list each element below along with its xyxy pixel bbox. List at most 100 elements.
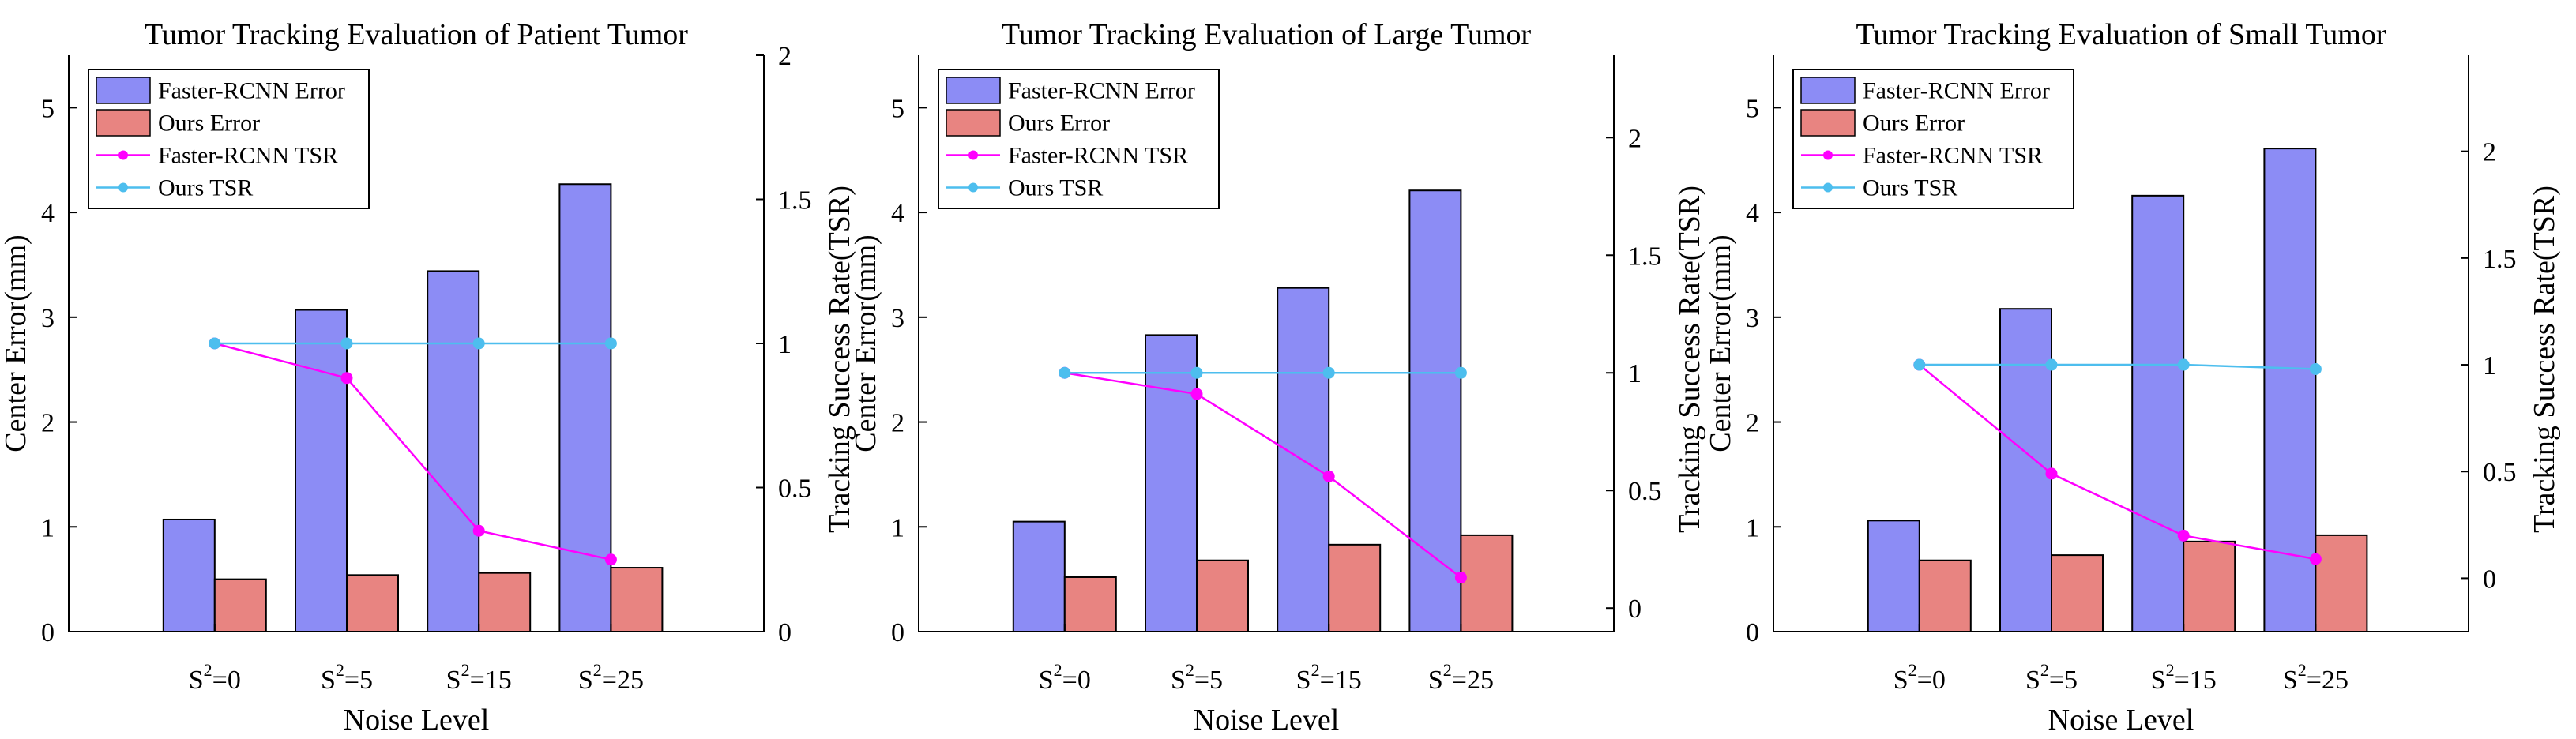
y-tick-label: 3 xyxy=(891,304,904,333)
x-tick-label: S2=15 xyxy=(446,660,512,695)
point-faster-rcnn-tsr-4 xyxy=(2309,553,2322,565)
x-axis-label: Noise Level xyxy=(2048,703,2194,737)
point-faster-rcnn-tsr-4 xyxy=(604,553,617,566)
bar-ours-error-1 xyxy=(1063,576,1117,632)
legend-swatch xyxy=(1800,77,1856,104)
y2-tick-label: 0 xyxy=(2483,565,2496,594)
y-axis-label: Center Error(mm) xyxy=(849,234,882,452)
y2-axis-label: Tracking Success Rate(TSR) xyxy=(2528,186,2561,533)
point-faster-rcnn-tsr-2 xyxy=(340,372,353,385)
bar-ours-error-2 xyxy=(346,574,399,632)
line-faster-rcnn-tsr xyxy=(1064,372,1462,579)
y-tick-label: 2 xyxy=(1746,409,1759,438)
bar-ours-error-4 xyxy=(1460,534,1514,633)
legend-label: Faster-RCNN Error xyxy=(1008,78,1195,104)
y2-tick-label: 0 xyxy=(1628,595,1641,624)
point-faster-rcnn-tsr-3 xyxy=(2177,529,2190,542)
bar-ours-error-2 xyxy=(1196,559,1249,633)
legend-swatch-marker xyxy=(1823,150,1833,160)
bar-faster-rcnn-error-2 xyxy=(1145,334,1198,632)
legend-label: Faster-RCNN Error xyxy=(1863,78,2050,104)
point-faster-rcnn-tsr-2 xyxy=(1190,388,1203,400)
point-ours-tsr-1 xyxy=(1059,366,1071,379)
y-axis-label: Center Error(mm) xyxy=(0,234,32,452)
y2-tick-label: 0.5 xyxy=(2483,458,2517,487)
y-axis-label: Center Error(mm) xyxy=(1704,234,1737,452)
legend-swatch xyxy=(946,77,1001,104)
bar-faster-rcnn-error-1 xyxy=(162,518,216,632)
legend: Faster-RCNN Error Ours Error Faster-RCNN T… xyxy=(1792,69,2074,209)
chart-panel-1: 0 1 2 3 4 5 0 0.5 1 1.5 2 S2=0 S2=5 S2=15 S2=25 Tumor T… xyxy=(0,18,856,737)
bar-faster-rcnn-error-3 xyxy=(2131,194,2185,632)
point-faster-rcnn-tsr-4 xyxy=(1454,571,1467,583)
y2-tick-label: 1.5 xyxy=(1628,242,1662,271)
chart-panel-3: 0 1 2 3 4 5 0 0.5 1 1.5 2 S2=0 S2=5 S2=15 S2=25 Tumor T… xyxy=(1704,18,2561,737)
y-tick-label: 0 xyxy=(41,618,55,647)
point-ours-tsr-4 xyxy=(604,337,617,350)
point-ours-tsr-2 xyxy=(2045,358,2058,371)
bar-ours-error-4 xyxy=(2315,534,2368,633)
bar-ours-error-3 xyxy=(2183,540,2236,633)
y-tick-label: 2 xyxy=(891,409,904,438)
y-tick-label: 5 xyxy=(891,94,904,123)
y-tick-label: 3 xyxy=(41,304,55,333)
bar-faster-rcnn-error-1 xyxy=(1012,520,1066,632)
legend-label: Ours Error xyxy=(158,111,260,137)
legend-label: Faster-RCNN TSR xyxy=(158,143,338,169)
y2-tick-label: 0.5 xyxy=(1628,477,1662,506)
y2-tick-label: 2 xyxy=(2483,138,2496,167)
legend-swatch-marker xyxy=(118,182,128,193)
y-tick-label: 0 xyxy=(891,618,904,647)
legend-label: Ours TSR xyxy=(158,175,253,201)
legend-label: Faster-RCNN TSR xyxy=(1863,143,2043,169)
point-faster-rcnn-tsr-2 xyxy=(2045,467,2058,480)
bar-faster-rcnn-error-2 xyxy=(1999,308,2052,632)
legend-label: Ours TSR xyxy=(1008,175,1103,201)
point-ours-tsr-2 xyxy=(340,337,353,350)
y2-tick-label: 2 xyxy=(1628,124,1641,153)
bar-faster-rcnn-error-1 xyxy=(1867,520,1920,632)
legend-label: Ours Error xyxy=(1863,111,1965,137)
legend-swatch xyxy=(96,109,151,137)
y2-tick-label: 0.5 xyxy=(778,475,812,504)
y-tick-label: 4 xyxy=(891,199,904,228)
line-faster-rcnn-tsr xyxy=(1919,364,2316,561)
y2-tick-label: 0 xyxy=(778,618,792,647)
bar-faster-rcnn-error-3 xyxy=(427,270,480,632)
y-tick-label: 5 xyxy=(41,94,55,123)
point-ours-tsr-4 xyxy=(1454,366,1467,379)
legend-swatch-marker xyxy=(118,150,128,160)
bar-faster-rcnn-error-4 xyxy=(558,183,612,633)
legend-swatch xyxy=(1800,109,1856,137)
legend-swatch-marker xyxy=(1823,182,1833,193)
y-tick-label: 5 xyxy=(1746,94,1759,123)
line-faster-rcnn-tsr xyxy=(214,342,611,561)
x-tick-label: S2=15 xyxy=(2151,660,2217,695)
x-tick-label: S2=25 xyxy=(578,660,644,695)
x-axis-label: Noise Level xyxy=(1194,703,1340,737)
chart-panel-2: 0 1 2 3 4 5 0 0.5 1 1.5 2 S2=0 S2=5 S2=15 S2=25 Tumor T… xyxy=(849,18,1706,737)
x-tick-label: S2=5 xyxy=(321,660,373,695)
legend-label: Faster-RCNN Error xyxy=(158,78,345,104)
x-tick-label: S2=5 xyxy=(1171,660,1223,695)
y2-tick-label: 1.5 xyxy=(2483,245,2517,274)
point-ours-tsr-2 xyxy=(1190,366,1203,379)
y2-tick-label: 1 xyxy=(1628,359,1641,388)
x-tick-label: S2=5 xyxy=(2025,660,2078,695)
y2-tick-label: 2 xyxy=(778,42,792,71)
bar-ours-error-4 xyxy=(610,567,664,633)
bar-faster-rcnn-error-4 xyxy=(2263,148,2317,633)
y2-axis-label: Tracking Success Rate(TSR) xyxy=(823,186,856,533)
y-tick-label: 2 xyxy=(41,409,55,438)
y2-tick-label: 1.5 xyxy=(778,186,812,216)
legend-label: Ours TSR xyxy=(1863,175,1957,201)
legend-swatch xyxy=(946,109,1001,137)
point-ours-tsr-3 xyxy=(472,337,485,350)
x-tick-label: S2=25 xyxy=(1428,660,1494,695)
point-ours-tsr-3 xyxy=(1322,366,1335,379)
point-faster-rcnn-tsr-3 xyxy=(472,524,485,537)
x-axis-label: Noise Level xyxy=(344,703,490,737)
legend-label: Ours Error xyxy=(1008,111,1110,137)
bar-ours-error-1 xyxy=(213,578,267,632)
